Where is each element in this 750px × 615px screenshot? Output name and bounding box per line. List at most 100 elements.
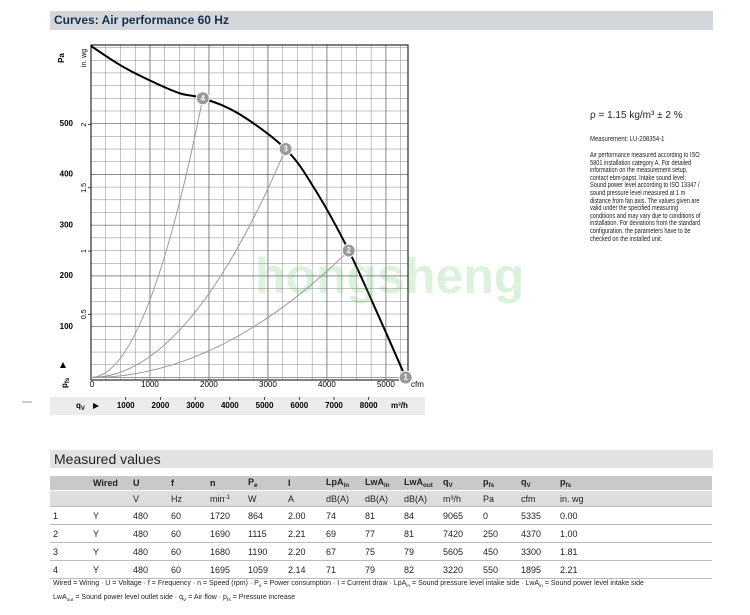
data-cell: 1059 — [245, 560, 285, 579]
data-cell: 71 — [323, 560, 362, 579]
data-cell: 450 — [480, 542, 518, 561]
data-cell: 3300 — [518, 542, 557, 561]
y2-tick-label: 2 — [81, 123, 88, 127]
system-curve — [90, 98, 204, 378]
chart: Curves: Air performance 60 Hz 0 1000 2000 3… — [22, 11, 713, 415]
data-cell: 1680 — [207, 542, 245, 561]
data-cell: 2 — [50, 524, 90, 543]
system-curve — [90, 148, 287, 378]
data-cell: 5335 — [518, 506, 557, 525]
unit-cell: A — [285, 490, 323, 507]
data-cell: 2.00 — [285, 506, 323, 525]
footnote: LwAout = Sound power level outlet side ·… — [53, 594, 295, 603]
header-cell: qV — [440, 476, 480, 491]
footnote-sub: V — [182, 598, 187, 603]
data-cell: 2.14 — [285, 560, 323, 579]
data-row: 4 Y 480 60 1695 1059 2.14 71 79 82 3220 550 1895 2.21 — [50, 560, 712, 579]
header-bar — [50, 11, 713, 30]
x-tick-label: 4000 — [318, 380, 336, 389]
unit-cell: dB(A) — [401, 490, 440, 507]
description-line: Air performance measured according to IS… — [590, 152, 700, 159]
x2-tick-label: 7000 — [325, 401, 343, 410]
data-cell: 480 — [130, 560, 168, 579]
data-cell: 1695 — [207, 560, 245, 579]
x2-axis-band — [50, 397, 425, 415]
data-cell: 79 — [401, 542, 440, 561]
y-tick-label: 500 — [60, 119, 74, 128]
header-text: I — [288, 478, 291, 488]
header-text: LwA — [365, 477, 384, 487]
data-cell: 5605 — [440, 542, 480, 561]
footnote-text: LwA — [53, 594, 67, 601]
unit-cell: dB(A) — [362, 490, 401, 507]
operating-point-label: 4 — [201, 94, 206, 103]
unit-cell: Hz — [168, 490, 207, 507]
data-cell: 84 — [401, 506, 440, 525]
operating-point — [341, 243, 356, 258]
watermark: hongsheng — [255, 248, 524, 304]
unit-cell — [50, 490, 90, 507]
header-cell: pfs — [480, 476, 518, 491]
section-title: Measured values — [54, 451, 161, 467]
y-tick-label: 200 — [60, 271, 74, 280]
footnote-sub: e — [258, 584, 262, 589]
footnote-sub: out — [66, 598, 74, 603]
data-cell: 60 — [168, 560, 207, 579]
x-tick-label: 2000 — [200, 380, 218, 389]
description-line: sound pressure level measured at 1 m — [590, 189, 686, 197]
header-text: P — [248, 477, 255, 487]
description-line: distance from fan axis. The values given… — [590, 197, 700, 205]
unit-cell: dB(A) — [323, 490, 362, 507]
x2-tick-label: 2000 — [152, 401, 170, 410]
header-text: Wired — [93, 478, 118, 488]
header-text: p — [560, 477, 566, 487]
y-axis-symbol-sub: fs — [65, 377, 71, 383]
header-sub: V — [448, 482, 453, 489]
data-row: 2 Y 480 60 1690 1115 2.21 69 77 81 7420 250 4370 1.00 — [50, 524, 712, 543]
header-cell: qV — [518, 476, 557, 491]
data-cell: 864 — [245, 506, 285, 525]
x2-tick-label: 8000 — [360, 401, 378, 410]
header-sub: e — [254, 482, 258, 489]
header-cell: n — [207, 476, 245, 491]
data-cell: 1190 — [245, 542, 285, 561]
x2-tick-label: 6000 — [290, 401, 308, 410]
header-sub: in — [384, 482, 390, 489]
x2-tick-label: 4000 — [221, 401, 239, 410]
footnote-text: = Sound power level outlet side · q — [73, 594, 183, 601]
data-cell: 3 — [50, 542, 90, 561]
y2-axis-label: in. wg — [81, 49, 88, 67]
unit-cell: m³/h — [440, 490, 480, 507]
data-cell: 0.00 — [557, 506, 712, 525]
header-sub: out — [423, 482, 433, 489]
section-bar — [50, 450, 713, 468]
data-cell: 1 — [50, 506, 90, 525]
measurement-id: Measurement: LU-208354-1 — [590, 136, 665, 143]
header-cell: Wired — [90, 476, 130, 491]
header-cell: pfs — [557, 476, 712, 491]
x-tick-label: 3000 — [259, 380, 277, 389]
data-cell: 1690 — [207, 524, 245, 543]
unit-cell: cfm — [518, 490, 557, 507]
description-line: configuration, the parameters have to be — [590, 227, 691, 235]
axis-arrow — [93, 403, 99, 409]
description-line: conditions and may vary due to condition… — [590, 212, 701, 220]
density-note: ρ = 1.15 kg/m³ ± 2 % — [590, 110, 683, 121]
data-cell: 1895 — [518, 560, 557, 579]
data-cell: 81 — [362, 506, 401, 525]
x-tick-label: 5000 — [377, 380, 395, 389]
unit-cell: in. wg — [557, 490, 712, 507]
unit-cell — [90, 490, 130, 507]
system-curve — [90, 250, 350, 378]
footnote-text: = Power consumption · I = Current draw ·… — [261, 580, 407, 587]
axis-arrow — [60, 362, 66, 368]
data-cell: 1.00 — [557, 524, 712, 543]
data-cell: 4 — [50, 560, 90, 579]
data-row: 3 Y 480 60 1680 1190 2.20 67 75 79 5605 450 3300 1.81 — [50, 542, 712, 561]
footnote-text: Wired = Wiring · U = Voltage · f = Frequ… — [53, 580, 259, 587]
unit-sup: -1 — [224, 493, 231, 501]
data-cell: 480 — [130, 506, 168, 525]
